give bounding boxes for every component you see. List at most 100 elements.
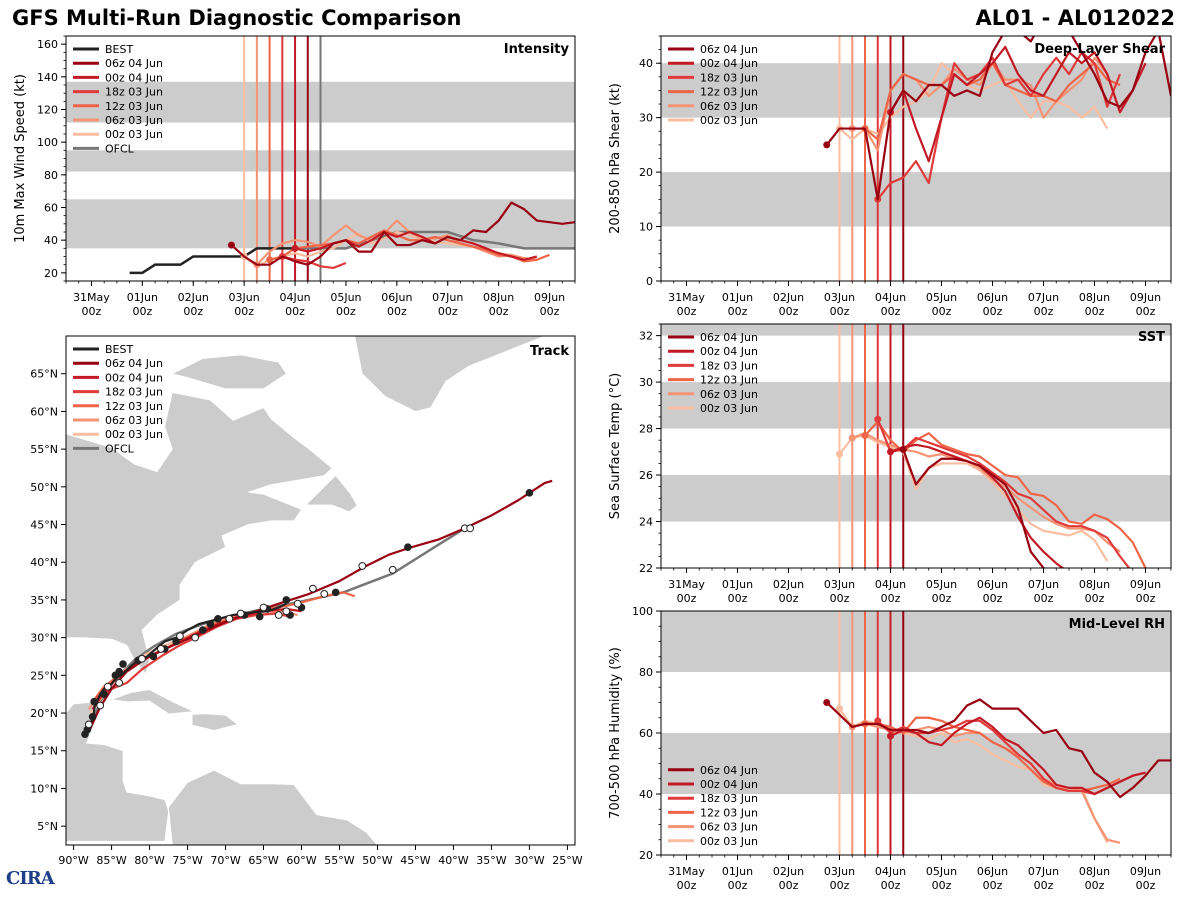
track-xtick-label: 90°W — [58, 854, 88, 867]
track-point-open — [282, 607, 291, 616]
intensity-ytick-label-100: 100 — [37, 136, 58, 149]
sst-panel: 22242628303231May00z01Jun00z02Jun00z03Ju… — [608, 323, 1172, 605]
track-point-open — [138, 654, 146, 663]
shear-title: Deep-Layer Shear — [1034, 42, 1165, 57]
storm-id: AL01 - AL012022 — [975, 6, 1176, 30]
track-point-filled — [172, 637, 180, 646]
shear-xtick-date-01Jun: 01Jun — [722, 291, 753, 304]
intensity-xtick-hour-31May: 00z — [82, 305, 102, 318]
rh-init-point-run_00z04 — [887, 732, 894, 740]
intensity-best-line — [129, 247, 296, 275]
shear-xtick-hour-01Jun: 00z — [728, 305, 748, 318]
shear-xtick-date-06Jun: 06Jun — [977, 291, 1008, 304]
legend-label-run_06z03: 06z 03 Jun — [700, 821, 758, 834]
sst-xtick-date-31May: 31May — [668, 578, 705, 591]
intensity-ytick-label-80: 80 — [44, 169, 58, 182]
track-series-run_06z04 — [87, 479, 553, 733]
shear-xtick-hour-07Jun: 00z — [1034, 305, 1054, 318]
intensity-xtick-date-08Jun: 08Jun — [483, 291, 514, 304]
track-xtick-label: 80°W — [134, 854, 164, 867]
shear-xtick-hour-05Jun: 00z — [932, 305, 952, 318]
sst-xtick-date-02Jun: 02Jun — [773, 578, 804, 591]
legend-label-run_06z04: 06z 04 Jun — [105, 57, 163, 70]
sst-ytick-label-22: 22 — [639, 562, 653, 575]
legend-label-run_12z03: 12z 03 Jun — [105, 400, 163, 413]
intensity-xtick-date-07Jun: 07Jun — [432, 291, 463, 304]
shear-plot-area — [661, 36, 1171, 281]
legend-label-run_00z03: 00z 03 Jun — [105, 128, 163, 141]
rh-xtick-date-07Jun: 07Jun — [1028, 865, 1059, 878]
sst-xtick-hour-02Jun: 00z — [779, 592, 799, 605]
track-ytick-label: 65°N — [30, 368, 58, 381]
track-point-filled — [100, 690, 108, 698]
shear-init-point-run_06z04 — [823, 141, 831, 149]
sst-xtick-hour-09Jun: 00z — [1136, 592, 1156, 605]
rh-init-point-run_18z03 — [874, 717, 882, 725]
shear-series-run_00z03 — [838, 62, 1109, 141]
shear-panel: 01020304031May00z01Jun00z02Jun00z03Jun00… — [608, 35, 1172, 318]
shear-series-run_00z04 — [889, 45, 1147, 163]
rh-xtick-date-06Jun: 06Jun — [977, 865, 1008, 878]
shear-xtick-date-02Jun: 02Jun — [773, 291, 804, 304]
legend-label-run_18z03: 18z 03 Jun — [105, 386, 163, 399]
track-point-filled — [282, 596, 291, 604]
track-xtick-label: 75°W — [172, 854, 202, 867]
legend-label-run_18z03: 18z 03 Jun — [700, 792, 758, 805]
track-point-open — [466, 524, 475, 533]
intensity-ytick-label-40: 40 — [44, 234, 58, 247]
sst-init-point-run_06z03 — [848, 434, 856, 442]
track-point-filled — [115, 667, 123, 676]
shear-xtick-hour-04Jun: 00z — [881, 305, 901, 318]
land-mass-6 — [305, 474, 358, 513]
intensity-series-run_18z03 — [282, 255, 347, 270]
rh-band-0 — [661, 733, 1171, 794]
land-mass-1 — [66, 701, 169, 842]
rh-xtick-hour-06Jun: 00z — [983, 879, 1003, 892]
sst-series-run_00z03 — [838, 434, 1109, 562]
track-point-filled — [525, 489, 534, 497]
track-ytick-label: 40°N — [30, 556, 58, 569]
intensity-xtick-hour-08Jun: 00z — [489, 305, 509, 318]
rh-xtick-date-08Jun: 08Jun — [1079, 865, 1110, 878]
shear-ytick-label-10: 10 — [639, 221, 653, 234]
intensity-ytick-label-20: 20 — [44, 267, 58, 280]
sst-ylabel: Sea Surface Temp (°C) — [608, 373, 623, 520]
track-plot-area — [66, 336, 553, 845]
sst-xtick-hour-31May: 00z — [677, 592, 697, 605]
sst-series-run_12z03 — [864, 420, 1147, 568]
track-ytick-label: 15°N — [30, 745, 58, 758]
track-point-open — [84, 720, 93, 729]
track-panel: 90°W 85°W 80°W 75°W 70°W 65°W 60°W 55°W 50°W 45°W… — [30, 335, 583, 867]
rh-xtick-date-01Jun: 01Jun — [722, 865, 753, 878]
rh-xtick-hour-02Jun: 00z — [779, 879, 799, 892]
track-point-open — [259, 603, 268, 612]
sst-xtick-hour-01Jun: 00z — [728, 592, 748, 605]
track-point-open — [293, 599, 302, 608]
sst-ytick-label-32: 32 — [639, 330, 653, 343]
track-point-open — [236, 609, 245, 618]
intensity-xtick-hour-09Jun: 00z — [540, 305, 560, 318]
rh-xtick-hour-01Jun: 00z — [728, 879, 748, 892]
rh-xtick-hour-09Jun: 00z — [1136, 879, 1156, 892]
rh-xtick-hour-08Jun: 00z — [1085, 879, 1105, 892]
track-xtick-label: 40°W — [438, 854, 468, 867]
intensity-xtick-date-02Jun: 02Jun — [178, 291, 209, 304]
intensity-xtick-hour-06Jun: 00z — [387, 305, 407, 318]
legend-label-run_12z03: 12z 03 Jun — [105, 100, 163, 113]
sst-xtick-hour-08Jun: 00z — [1085, 592, 1105, 605]
rh-plot-area — [661, 611, 1171, 855]
sst-series-run_06z04 — [902, 449, 1046, 568]
sst-title: SST — [1138, 330, 1165, 345]
rh-ylabel: 700-500 hPa Humidity (%) — [608, 647, 623, 819]
shear-ytick-label-30: 30 — [639, 112, 653, 125]
sst-ytick-label-24: 24 — [639, 516, 653, 529]
track-point-filled — [119, 660, 127, 668]
shear-xtick-hour-02Jun: 00z — [779, 305, 799, 318]
intensity-ytick-label-160: 160 — [37, 38, 58, 51]
intensity-xtick-date-01Jun: 01Jun — [127, 291, 158, 304]
track-xtick-label: 35°W — [476, 854, 506, 867]
shear-ytick-label-20: 20 — [639, 166, 653, 179]
shear-band-0 — [661, 172, 1171, 227]
intensity-ytick-label-140: 140 — [37, 71, 58, 84]
track-xtick-label: 50°W — [362, 854, 392, 867]
